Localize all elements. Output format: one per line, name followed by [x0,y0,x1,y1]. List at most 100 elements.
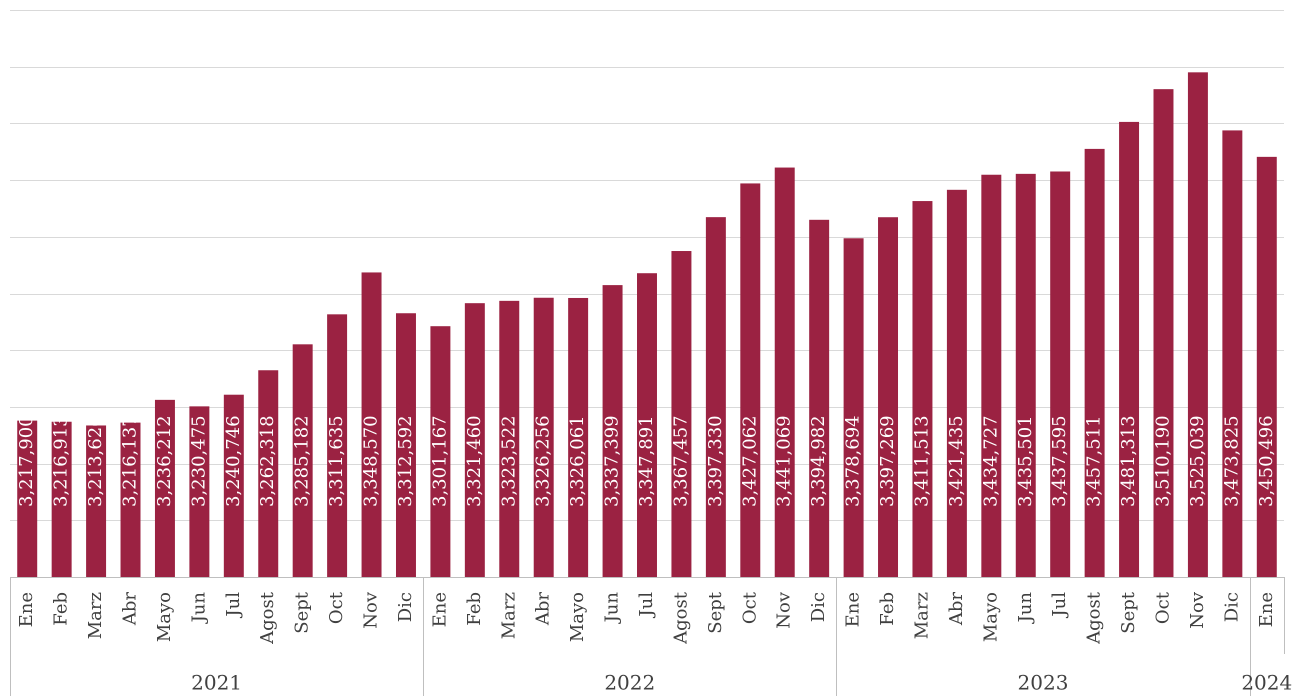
bar [1187,72,1208,577]
month-tick-label: Dic [395,592,416,622]
data-label: 3,285,182 [292,415,313,507]
year-label: 2023 [1018,671,1069,695]
month-tick-label: Jun [188,592,209,625]
data-label: 3,397,269 [877,415,898,507]
bar [602,285,623,577]
data-label: 3,301,167 [429,415,450,507]
month-tick-label: Sept [1118,591,1139,634]
bar [430,326,451,577]
month-tick-label: Abr [946,592,967,627]
data-label: 3,441,069 [774,415,795,507]
data-label: 3,240,746 [223,415,244,507]
month-tick-label: Oct [1152,591,1173,624]
data-label: 3,311,635 [326,415,347,507]
data-label: 3,427,062 [739,415,760,507]
data-label: 3,450,496 [1256,415,1277,507]
data-label: 3,437,595 [1049,415,1070,507]
bar [1222,130,1243,577]
bars [17,72,1277,578]
month-tick-label: Mayo [567,592,588,642]
month-tick-label: Feb [877,592,898,626]
data-label: 3,321,460 [464,415,485,507]
month-tick-label: Abr [120,592,141,627]
bar [17,420,38,577]
bar [1084,148,1105,577]
bar [258,370,279,577]
bar [1256,156,1277,578]
data-label: 3,421,435 [946,415,967,507]
month-tick-label: Abr [533,592,554,627]
data-label: 3,348,570 [361,415,382,507]
month-tick-label: Dic [1221,592,1242,622]
bar [223,394,244,577]
data-label: 3,326,061 [567,415,588,507]
data-label: 3,378,694 [843,415,864,507]
data-label: 3,323,522 [498,415,519,507]
bar [946,189,967,577]
month-tick-label: Feb [464,592,485,626]
year-label: 2021 [191,671,242,695]
bar [189,406,210,577]
bar [86,425,107,577]
month-tick-label: Nov [774,591,795,629]
month-tick-label: Sept [292,591,313,634]
year-label: 2024 [1241,671,1292,695]
month-tick-label: Marz [911,592,932,639]
bar [740,183,761,577]
month-tick-label: Marz [498,592,519,639]
month-tick-label: Agost [670,591,691,645]
data-label: 3,347,891 [636,415,657,507]
bar [1050,171,1071,578]
month-tick-label: Feb [51,592,72,626]
data-label: 3,457,511 [1084,415,1105,507]
bar [843,238,864,577]
bar [154,399,175,577]
month-tick-label: Mayo [154,592,175,642]
month-tick-label: Jul [1049,592,1070,619]
bar [912,201,933,577]
month-tick-label: Mayo [980,592,1001,642]
bar [1119,121,1140,577]
data-label: 3,435,501 [1015,415,1036,507]
bar [395,313,416,577]
data-label: 3,367,457 [670,415,691,507]
bar [533,297,554,577]
data-label: 3,473,825 [1221,415,1242,507]
bar [499,300,520,577]
month-tick-label: Oct [739,591,760,624]
bar [51,421,72,577]
category-axis: Ene Feb Marz Abr Mayo Jun Jul Agost Sept Oct Nov Di… [10,577,1292,696]
month-tick-label: Jul [223,592,244,619]
month-tick-label: Sept [705,591,726,634]
month-tick-label: Nov [361,591,382,629]
month-tick-label: Dic [808,592,829,622]
data-label: 3,262,318 [257,415,278,507]
bar [878,217,899,577]
bar [671,251,692,577]
data-label: 3,434,727 [980,415,1001,507]
month-tick-label: Jun [602,592,623,625]
data-label: 3,213,626 [85,415,106,507]
bar [292,344,313,577]
bar [464,303,485,577]
month-tick-label: Jul [636,592,657,619]
bar [981,174,1002,578]
month-tick-label: Ene [1256,592,1277,627]
month-tick-label: Ene [843,592,864,627]
month-tick-label: Ene [429,592,450,627]
data-label: 3,411,513 [911,415,932,507]
bar [327,314,348,577]
data-label: 3,326,256 [533,415,554,507]
data-label: 3,481,313 [1118,415,1139,507]
bar [1153,89,1174,577]
data-label: 3,510,190 [1152,415,1173,507]
month-tick-label: Marz [85,592,106,639]
bar [1015,173,1036,578]
month-tick-label: Jun [1015,592,1036,625]
data-label: 3,216,137 [120,415,141,507]
data-label: 3,230,475 [188,415,209,507]
year-label: 2022 [604,671,655,695]
data-label: 3,216,913 [51,415,72,507]
bar [637,273,657,577]
bar [361,272,382,577]
